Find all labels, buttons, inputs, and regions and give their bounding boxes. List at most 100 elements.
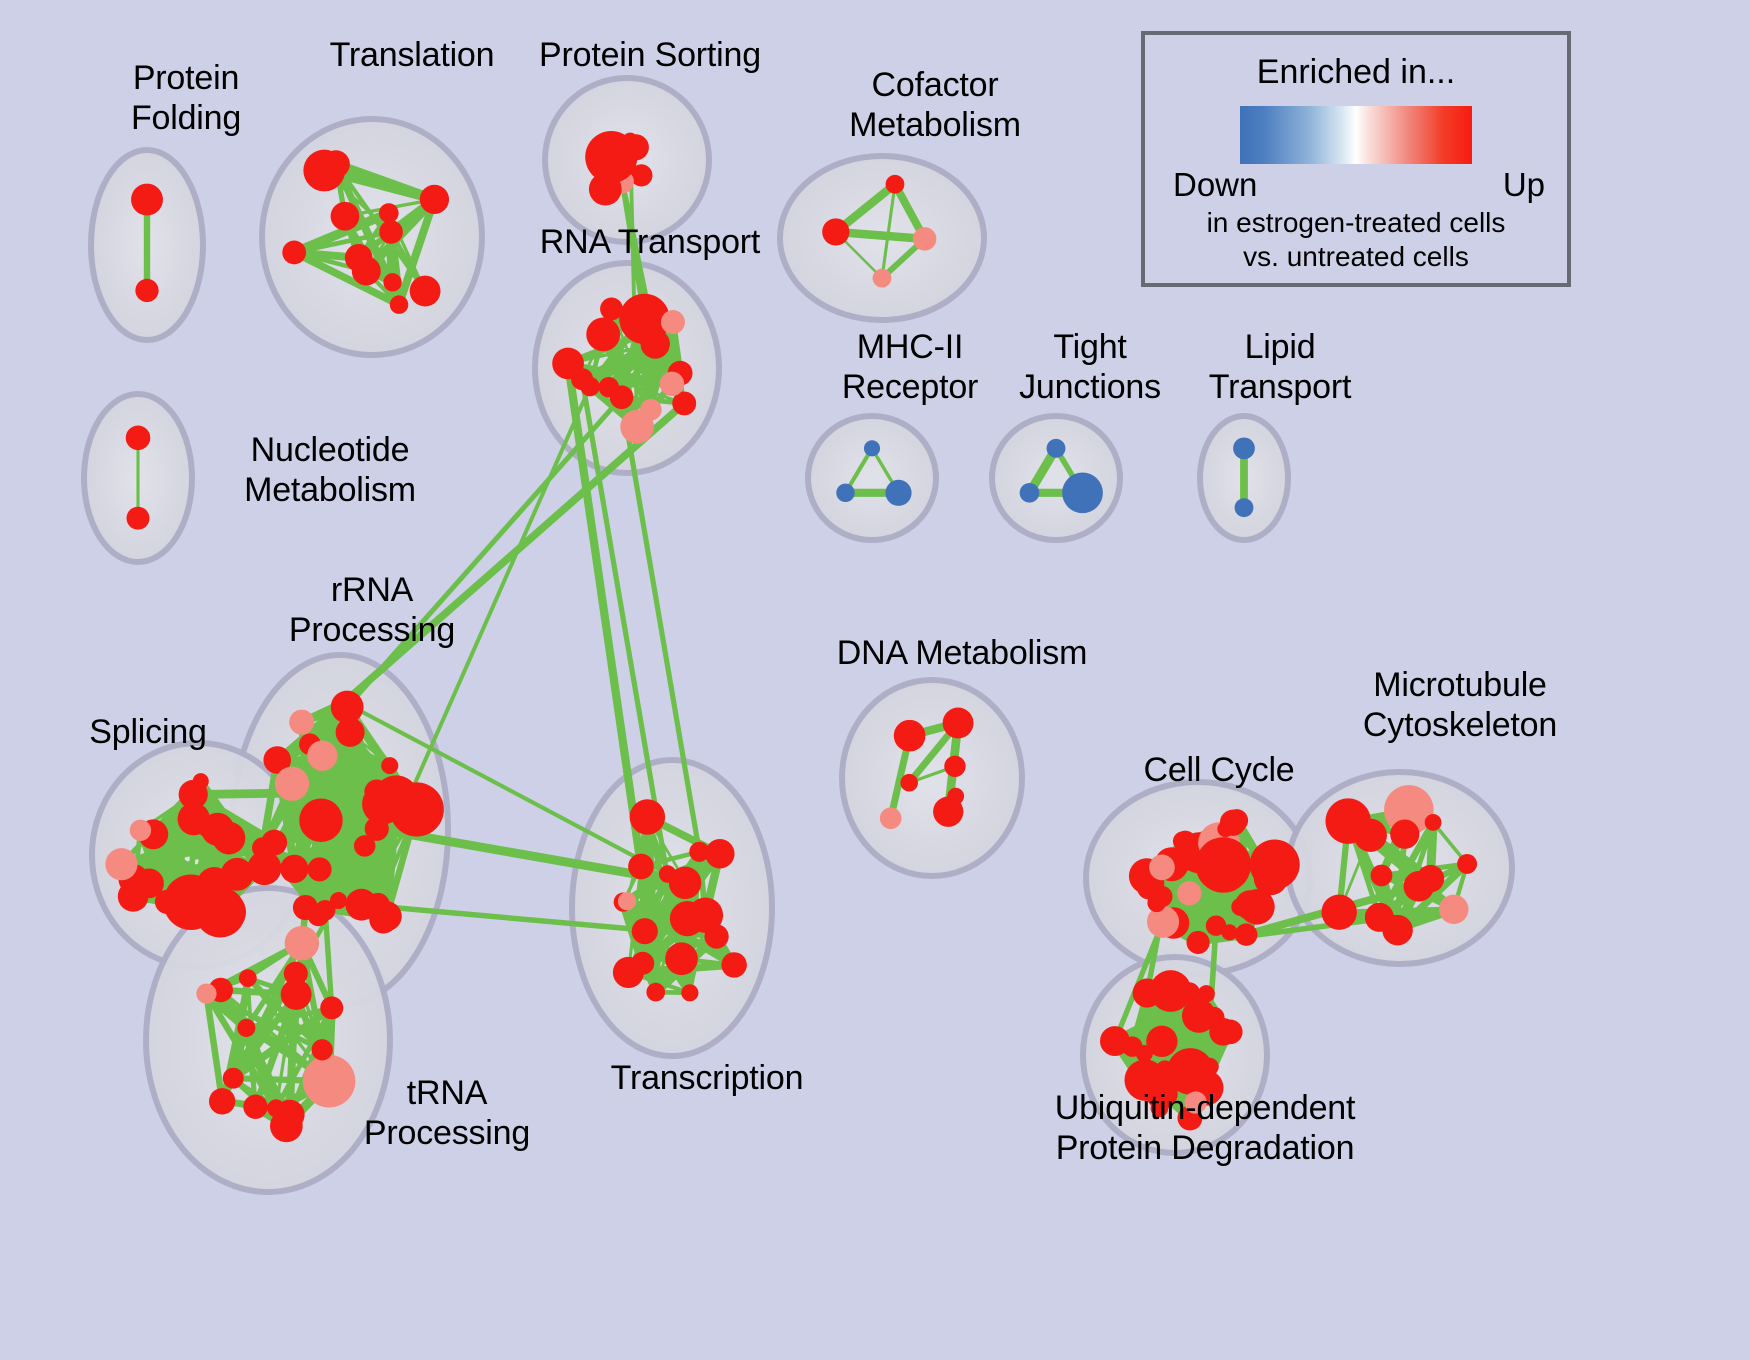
legend-low-label: Down	[1173, 166, 1258, 203]
network-edge	[831, 227, 929, 244]
network-node	[660, 310, 685, 335]
network-node	[630, 164, 653, 187]
network-node	[389, 295, 409, 314]
network-node	[105, 848, 138, 881]
cluster-label-dna-metabolism: DNA Metabolism	[836, 634, 1088, 672]
network-node	[900, 773, 918, 792]
network-node	[383, 273, 402, 292]
network-edge	[273, 1005, 335, 1111]
network-node	[261, 829, 288, 856]
network-edge-intercluster	[579, 376, 685, 962]
network-node	[687, 897, 724, 934]
network-node	[705, 839, 735, 869]
network-node	[1124, 1059, 1166, 1101]
network-node	[283, 961, 308, 986]
network-node	[322, 150, 350, 178]
network-node	[134, 868, 164, 899]
network-node	[163, 874, 219, 931]
network-edge	[290, 248, 403, 309]
network-node	[885, 479, 912, 506]
network-node	[364, 779, 389, 805]
network-node	[1146, 1025, 1178, 1058]
network-node	[243, 1094, 268, 1119]
network-node	[627, 311, 651, 336]
network-node	[1146, 905, 1180, 938]
network-edge	[646, 815, 707, 917]
network-node	[944, 755, 966, 778]
network-node	[681, 984, 699, 1002]
network-node	[1457, 854, 1478, 874]
network-node	[1233, 437, 1255, 460]
network-edge-intercluster	[322, 907, 335, 1011]
network-node	[942, 707, 974, 739]
network-node	[1177, 881, 1202, 906]
network-node	[125, 425, 151, 451]
network-node	[1234, 923, 1258, 946]
network-node	[238, 969, 257, 988]
legend-title: Enriched in...	[1256, 53, 1456, 91]
network-node	[307, 740, 338, 771]
network-node	[836, 483, 855, 503]
network-node	[1046, 438, 1066, 458]
network-edge	[331, 159, 440, 205]
network-node	[552, 347, 584, 380]
network-node	[1205, 915, 1227, 936]
network-node	[1370, 864, 1393, 887]
network-node	[335, 717, 365, 747]
network-node	[1200, 1057, 1219, 1076]
network-node	[1149, 854, 1175, 881]
network-node	[263, 746, 292, 774]
cluster-label-protein-sorting: Protein Sorting	[539, 36, 761, 74]
cluster-label-ubiquitin-protein-degradation: Ubiquitin-dependent Protein Degradation	[1054, 1089, 1356, 1167]
network-node	[1390, 819, 1420, 849]
network-node	[131, 183, 163, 216]
network-node	[1249, 839, 1300, 890]
network-node	[1364, 902, 1394, 932]
network-nodes	[105, 130, 1478, 1143]
network-node	[267, 1099, 285, 1118]
network-node	[1439, 894, 1469, 925]
network-node	[280, 978, 312, 1010]
network-node	[284, 925, 320, 961]
cluster-label-mhc-ii-receptor: MHC-II Receptor	[841, 328, 979, 406]
network-node	[1184, 1091, 1207, 1114]
network-edge-intercluster	[342, 700, 670, 877]
cluster-label-splicing: Splicing	[89, 713, 207, 751]
network-node	[1424, 813, 1442, 831]
network-node	[389, 782, 444, 837]
network-edge-intercluster	[563, 359, 646, 871]
network-node	[129, 819, 152, 841]
network-node	[299, 798, 343, 843]
cluster-label-protein-folding: Protein Folding	[130, 59, 242, 137]
network-node	[126, 506, 150, 530]
network-node	[1219, 809, 1247, 836]
network-node	[600, 297, 623, 321]
network-node	[1178, 982, 1201, 1005]
network-edge	[203, 991, 325, 1053]
cluster-blob-dna-metabolism	[839, 677, 1025, 879]
cluster-label-cofactor-metabolism: Cofactor Metabolism	[849, 66, 1021, 144]
cluster-label-rna-transport: RNA Transport	[539, 223, 761, 261]
network-node	[646, 982, 666, 1002]
network-node	[409, 275, 441, 307]
network-node	[208, 1088, 236, 1115]
network-node	[269, 1109, 303, 1143]
network-edge	[203, 990, 226, 1105]
network-edge-intercluster	[618, 394, 702, 855]
network-node	[668, 866, 702, 900]
network-node	[379, 220, 403, 244]
network-edge	[291, 229, 394, 255]
network-node	[612, 956, 645, 989]
network-node	[1149, 970, 1192, 1012]
network-node	[620, 409, 654, 444]
cluster-label-tight-junctions: Tight Junctions	[1019, 328, 1161, 406]
network-node	[872, 268, 892, 288]
network-node	[154, 889, 180, 914]
network-node	[704, 924, 729, 949]
legend-colorbar	[1240, 106, 1472, 164]
network-edge	[880, 182, 897, 280]
network-node	[879, 807, 902, 830]
network-node	[369, 905, 398, 934]
